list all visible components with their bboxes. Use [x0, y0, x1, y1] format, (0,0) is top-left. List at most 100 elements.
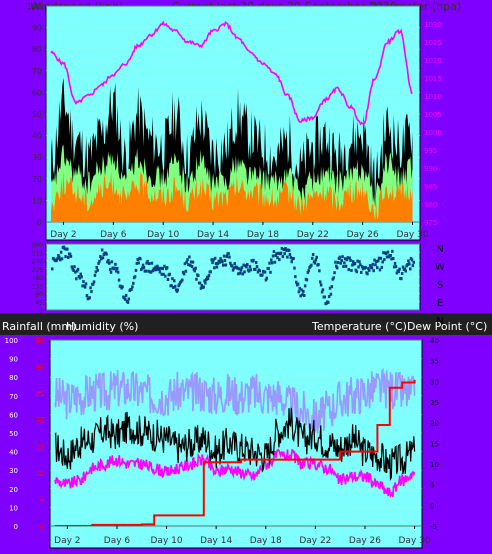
- dir-point: [254, 267, 257, 271]
- temp-axes: 0 10 20 30 40 50 60 70 80 90 100 0 5 10 15 20 25 30 35 -5 0 5…: [5, 337, 439, 546]
- dir-point: [386, 250, 390, 254]
- dir-point: [105, 252, 108, 256]
- dir-point: [78, 276, 82, 280]
- dir-point: [339, 261, 342, 265]
- dir-point: [368, 268, 371, 272]
- dir-point: [238, 271, 242, 275]
- temp-ytick-label: 30: [430, 378, 439, 386]
- dir-point: [178, 282, 181, 286]
- baro-ytick-label: 980: [424, 201, 437, 209]
- dir-compass-label: N: [436, 316, 443, 327]
- dir-point: [127, 297, 131, 301]
- dir-point: [154, 265, 157, 269]
- dir-point: [341, 255, 344, 259]
- dir-point: [264, 278, 268, 282]
- pressure-line: [50, 20, 413, 126]
- dir-point: [377, 256, 381, 260]
- dir-point: [241, 272, 244, 276]
- dir-point: [319, 280, 322, 284]
- dir-point: [90, 290, 93, 294]
- dir-point: [280, 246, 284, 250]
- dir-point: [89, 286, 92, 290]
- dir-point: [384, 252, 388, 255]
- dir-point: [124, 293, 128, 297]
- dir-point: [239, 268, 243, 272]
- dir-point: [150, 261, 154, 265]
- dir-ytick-label: 180: [32, 275, 44, 282]
- dir-point: [69, 254, 73, 258]
- dir-point: [73, 265, 76, 269]
- dir-ytick-label: 45: [35, 300, 43, 307]
- dir-point: [172, 286, 175, 289]
- dir-point: [213, 266, 216, 270]
- dir-point: [228, 255, 231, 259]
- dir-point: [408, 262, 411, 266]
- humidity-ytick-label: 80: [9, 374, 18, 382]
- dir-point: [231, 268, 235, 272]
- dir-point: [374, 263, 377, 267]
- dir-point: [406, 263, 409, 266]
- dir-point: [97, 261, 100, 265]
- rainfall-line: [54, 379, 416, 526]
- dir-point: [306, 270, 310, 274]
- dir-point: [56, 257, 59, 261]
- dir-point: [134, 268, 138, 272]
- dir-point: [144, 269, 147, 273]
- dir-point: [290, 260, 293, 264]
- dir-point: [209, 270, 212, 274]
- dir-ytick-label: 315: [32, 250, 44, 257]
- dir-point: [342, 265, 345, 268]
- dir-point: [189, 260, 193, 264]
- dir-point: [85, 294, 89, 297]
- rain-ytick-label: 10: [35, 470, 44, 478]
- dir-point: [370, 266, 374, 270]
- dir-point: [168, 272, 171, 276]
- dir-point: [274, 254, 277, 257]
- dir-point: [75, 269, 79, 273]
- temp-xtick-label: Day 22: [299, 536, 331, 546]
- dir-point: [192, 267, 196, 271]
- dir-point: [142, 265, 146, 269]
- dir-point: [83, 285, 87, 289]
- dir-point: [380, 265, 383, 269]
- dir-compass-label: E: [437, 298, 443, 309]
- dir-point: [204, 281, 207, 285]
- dir-point: [116, 266, 119, 270]
- temp-ytick-label: 35: [430, 358, 439, 366]
- baro-ytick-label: 1005: [424, 111, 442, 119]
- dir-point: [176, 288, 179, 292]
- dir-point: [132, 281, 135, 285]
- dir-point: [163, 264, 166, 268]
- dir-point: [119, 284, 123, 288]
- dir-point: [375, 260, 378, 263]
- rain-ytick-label: 35: [35, 337, 44, 345]
- baro-ytick-label: 1000: [424, 129, 442, 137]
- dir-point: [101, 256, 105, 260]
- dir-point: [289, 256, 293, 260]
- dir-point: [243, 270, 246, 274]
- dir-point: [272, 250, 276, 253]
- dir-point: [233, 262, 236, 266]
- dir-point: [161, 267, 164, 271]
- dir-series: [51, 245, 415, 306]
- dir-point: [407, 259, 410, 263]
- dir-point: [185, 260, 188, 264]
- dir-point: [350, 268, 353, 272]
- wind-xtick-label: Day 18: [247, 230, 279, 240]
- wind-ytick-label: 80: [32, 45, 42, 54]
- dir-point: [382, 251, 385, 255]
- dir-point: [202, 285, 205, 289]
- dir-point: [263, 270, 267, 274]
- dir-point: [252, 258, 255, 262]
- humidity-ytick-label: 0: [14, 523, 18, 531]
- wind-ytick-label: 100: [27, 2, 42, 11]
- temp-ytick-label: 25: [430, 399, 439, 407]
- dir-point: [376, 259, 380, 263]
- dir-point: [113, 266, 116, 270]
- rain-title: Rainfall (mm): [2, 320, 76, 333]
- dir-point: [182, 272, 186, 276]
- dir-point: [351, 263, 354, 267]
- dir-point: [320, 290, 324, 294]
- dir-point: [311, 253, 315, 256]
- dir-point: [121, 285, 124, 289]
